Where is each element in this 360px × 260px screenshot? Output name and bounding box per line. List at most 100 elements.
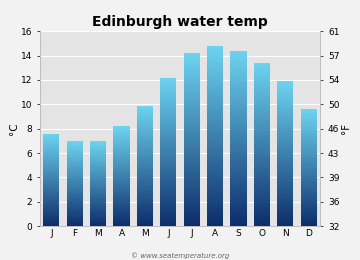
Bar (113, 150, 130, 151)
Bar (277, 108, 293, 109)
Bar (230, 79, 247, 80)
Bar (230, 222, 247, 223)
Bar (43, 180, 59, 181)
Bar (160, 189, 176, 190)
Bar (67, 175, 83, 176)
Bar (160, 103, 176, 104)
Bar (67, 181, 83, 182)
Bar (113, 185, 130, 186)
Bar (90, 179, 106, 180)
Bar (230, 192, 247, 193)
Bar (184, 122, 200, 123)
Bar (230, 85, 247, 86)
Bar (90, 183, 106, 184)
Bar (207, 148, 223, 149)
Bar (67, 146, 83, 147)
Bar (301, 173, 317, 174)
Bar (90, 154, 106, 155)
Bar (43, 183, 59, 184)
Bar (277, 137, 293, 138)
Bar (184, 173, 200, 174)
Bar (90, 219, 106, 220)
Bar (67, 150, 83, 151)
Bar (277, 206, 293, 207)
Bar (277, 89, 293, 90)
Bar (277, 215, 293, 216)
Bar (207, 175, 223, 176)
Bar (207, 151, 223, 152)
Bar (43, 221, 59, 222)
Bar (184, 177, 200, 178)
Bar (137, 184, 153, 185)
Bar (184, 86, 200, 87)
Bar (301, 114, 317, 115)
Bar (207, 91, 223, 92)
Bar (160, 155, 176, 156)
Bar (160, 201, 176, 202)
Bar (137, 112, 153, 113)
Bar (277, 91, 293, 92)
Bar (254, 106, 270, 107)
Bar (137, 126, 153, 127)
Bar (277, 213, 293, 214)
Bar (113, 224, 130, 225)
Bar (277, 98, 293, 99)
Bar (207, 156, 223, 157)
Bar (90, 171, 106, 172)
Bar (184, 179, 200, 180)
Bar (184, 110, 200, 111)
Bar (277, 101, 293, 102)
Bar (113, 207, 130, 208)
Bar (277, 210, 293, 211)
Bar (207, 132, 223, 133)
Bar (113, 165, 130, 166)
Bar (230, 200, 247, 201)
Bar (137, 146, 153, 147)
Bar (113, 215, 130, 216)
Bar (90, 186, 106, 187)
Bar (184, 158, 200, 159)
Bar (67, 174, 83, 175)
Bar (207, 169, 223, 170)
Bar (230, 179, 247, 180)
Bar (254, 188, 270, 189)
Bar (207, 214, 223, 215)
Bar (43, 161, 59, 162)
Bar (230, 137, 247, 138)
Bar (230, 104, 247, 105)
Bar (137, 222, 153, 223)
Bar (207, 83, 223, 84)
Bar (207, 215, 223, 216)
Bar (230, 219, 247, 220)
Bar (254, 163, 270, 164)
Bar (207, 118, 223, 119)
Bar (184, 164, 200, 165)
Bar (277, 221, 293, 222)
Bar (90, 177, 106, 178)
Bar (184, 67, 200, 68)
Bar (277, 201, 293, 202)
Bar (207, 189, 223, 190)
Bar (184, 83, 200, 84)
Bar (184, 207, 200, 208)
Bar (230, 65, 247, 66)
Bar (184, 141, 200, 142)
Bar (137, 162, 153, 163)
Bar (43, 165, 59, 166)
Bar (137, 201, 153, 202)
Bar (207, 134, 223, 135)
Bar (43, 146, 59, 147)
Bar (254, 79, 270, 80)
Bar (67, 167, 83, 168)
Bar (254, 132, 270, 133)
Bar (113, 169, 130, 170)
Bar (137, 160, 153, 161)
Bar (43, 215, 59, 216)
Bar (43, 153, 59, 154)
Bar (254, 101, 270, 102)
Bar (230, 118, 247, 119)
Bar (160, 174, 176, 175)
Bar (207, 155, 223, 156)
Bar (207, 209, 223, 210)
Bar (277, 217, 293, 218)
